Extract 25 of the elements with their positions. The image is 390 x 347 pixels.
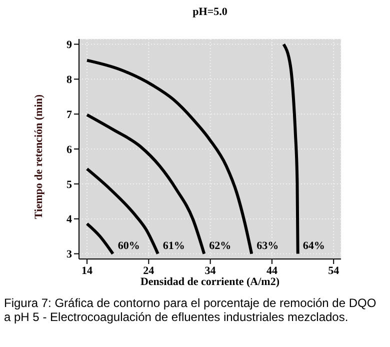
y-tick-label: 5 (66, 178, 72, 191)
y-tick-label: 3 (66, 248, 72, 261)
y-axis-title: Tiempo de retención (min) (32, 94, 45, 219)
x-tick-label: 54 (328, 264, 340, 277)
x-tick-label: 34 (204, 264, 216, 277)
y-tick-label: 6 (66, 144, 72, 156)
series-label: 61% (162, 240, 185, 252)
series-label: 60% (118, 240, 140, 252)
x-axis-title: Densidad de corriente (A/m2) (139, 276, 280, 288)
x-tick-label: 44 (266, 264, 278, 277)
line-series (86, 167, 160, 256)
series-label: 64% (302, 240, 325, 252)
x-tick-label: 24 (143, 264, 155, 277)
series-label: 62% (209, 240, 232, 252)
y-tick-label: 9 (66, 39, 72, 52)
y-tick-label: 8 (66, 74, 72, 86)
line-series (86, 58, 254, 256)
chart-title: pH=5.0 (192, 6, 228, 18)
text: Figura 7: Gráfica de contorno para el porcentaje de remoción de DQO a pH 5 - Electrocoagulación de efluentes industriales mezclados. (4, 296, 378, 324)
y-tick-label: 7 (66, 108, 72, 121)
line-series (86, 113, 206, 256)
series-label: 63% (256, 240, 279, 252)
line-series (282, 42, 300, 256)
x-tick-label: 14 (82, 264, 94, 277)
y-tick-label: 4 (66, 214, 72, 226)
